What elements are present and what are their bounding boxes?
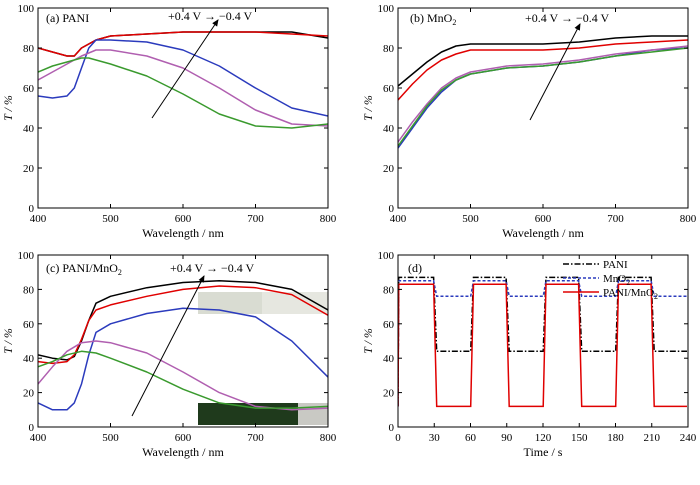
y-tick-label: 40 xyxy=(383,123,395,135)
legend-entry: MnO2​ xyxy=(603,273,630,287)
y-tick-label: 20 xyxy=(23,388,35,400)
x-axis-label: Time / s xyxy=(524,445,563,459)
voltage-annotation: +0.4 V → −0.4 V xyxy=(168,9,253,23)
y-tick-label: 60 xyxy=(23,319,35,331)
series-group xyxy=(38,280,328,411)
y-tick-label: 0 xyxy=(389,203,395,215)
y-axis-label: T / % xyxy=(1,328,15,354)
y-tick-label: 40 xyxy=(383,353,395,365)
annotation-arrow xyxy=(529,23,581,121)
voltage-annotation: +0.4 V → −0.4 V xyxy=(170,261,255,275)
x-tick-label: 90 xyxy=(501,432,513,444)
annotation-arrow xyxy=(131,275,205,417)
series-line-3 xyxy=(38,307,328,411)
x-tick-label: 500 xyxy=(462,213,479,225)
legend-entry: PANI/MnO2​ xyxy=(603,287,658,301)
series-line-2 xyxy=(398,39,688,101)
x-axis-label: Wavelength / nm xyxy=(142,226,224,240)
plot-frame xyxy=(397,7,689,209)
series-line-pani xyxy=(398,276,687,407)
x-axis-label: Wavelength / nm xyxy=(502,226,584,240)
x-tick-label: 60 xyxy=(465,432,477,444)
y-tick-label: 40 xyxy=(23,353,35,365)
series-line-2 xyxy=(38,31,328,57)
x-tick-label: 500 xyxy=(102,213,119,225)
panel-label: (b) MnO2​ xyxy=(410,11,456,27)
y-axis-label: T / % xyxy=(361,328,375,354)
y-tick-label: 80 xyxy=(23,284,35,296)
series-line-5 xyxy=(38,350,328,409)
y-tick-label: 100 xyxy=(18,250,35,262)
x-tick-label: 210 xyxy=(644,432,661,444)
x-axis-label: Wavelength / nm xyxy=(142,445,224,459)
series-line-5 xyxy=(38,57,328,129)
panel-c: 400 500 600 700 800 0 20 40 60 80 100 Wavelength / … xyxy=(1,250,337,459)
x-tick-label: 240 xyxy=(680,432,697,444)
x-tick-label: 0 xyxy=(395,432,401,444)
x-tick-label: 400 xyxy=(30,213,47,225)
x-tick-label: 500 xyxy=(102,432,119,444)
y-axis-label: T / % xyxy=(1,95,15,121)
x-tick-label: 800 xyxy=(680,213,697,225)
x-tick-label: 600 xyxy=(175,213,192,225)
annotation-arrow xyxy=(151,19,219,119)
y-tick-label: 0 xyxy=(29,203,35,215)
series-line-1 xyxy=(398,35,688,87)
series-line-mno2 xyxy=(398,280,687,407)
inset-strip-light-2 xyxy=(262,292,328,314)
x-tick-label: 400 xyxy=(390,213,407,225)
plot-frame xyxy=(37,7,329,209)
voltage-annotation: +0.4 V → −0.4 V xyxy=(525,11,610,25)
series-line-4 xyxy=(38,340,328,411)
y-tick-label: 20 xyxy=(23,163,35,175)
x-tick-label: 600 xyxy=(535,213,552,225)
x-tick-label: 700 xyxy=(247,213,264,225)
y-tick-label: 100 xyxy=(378,3,395,15)
y-tick-label: 60 xyxy=(23,83,35,95)
x-tick-label: 700 xyxy=(247,432,264,444)
series-group xyxy=(398,35,688,149)
series-line-3 xyxy=(38,39,328,117)
series-group xyxy=(398,276,687,408)
y-tick-label: 80 xyxy=(383,284,395,296)
x-tick-label: 700 xyxy=(607,213,624,225)
y-tick-label: 60 xyxy=(383,319,395,331)
x-tick-label: 150 xyxy=(571,432,588,444)
x-tick-label: 600 xyxy=(175,432,192,444)
panel-a: 400 500 600 700 800 0 20 40 60 80 100 Wavelength / … xyxy=(1,3,337,240)
series-line-1 xyxy=(38,280,328,361)
series-group xyxy=(38,31,328,129)
y-tick-label: 0 xyxy=(29,422,35,434)
panel-b: 400 500 600 700 800 0 20 40 60 80 100 Wavelength / … xyxy=(361,3,697,240)
y-tick-label: 100 xyxy=(18,3,35,15)
series-line-4 xyxy=(38,49,328,127)
y-tick-label: 80 xyxy=(383,43,395,55)
series-line-1 xyxy=(38,31,328,57)
x-tick-label: 800 xyxy=(320,213,337,225)
y-tick-label: 20 xyxy=(383,163,395,175)
series-line-4 xyxy=(398,45,688,143)
x-tick-label: 800 xyxy=(320,432,337,444)
y-tick-label: 100 xyxy=(378,250,395,262)
y-tick-label: 40 xyxy=(23,123,35,135)
series-line-3 xyxy=(398,47,688,149)
x-tick-label: 400 xyxy=(30,432,47,444)
y-tick-label: 0 xyxy=(389,422,395,434)
panel-label: (c) PANI/MnO2​ xyxy=(46,261,122,277)
x-tick-label: 180 xyxy=(607,432,624,444)
series-line-5 xyxy=(398,47,688,147)
y-tick-label: 80 xyxy=(23,43,35,55)
series-line-pani-mno2 xyxy=(398,283,687,408)
panel-d: 0 30 60 90 120 150 180 210 240 0 20 40 60 80 100 Time /… xyxy=(361,250,697,459)
series-line-2 xyxy=(38,285,328,365)
y-tick-label: 20 xyxy=(383,388,395,400)
x-tick-label: 120 xyxy=(535,432,552,444)
y-tick-label: 60 xyxy=(383,83,395,95)
legend-entry: PANI xyxy=(603,259,628,271)
y-axis-label: T / % xyxy=(361,95,375,121)
panel-label: (a) PANI xyxy=(46,11,89,25)
panel-label: (d) xyxy=(408,261,422,275)
x-tick-label: 30 xyxy=(429,432,441,444)
